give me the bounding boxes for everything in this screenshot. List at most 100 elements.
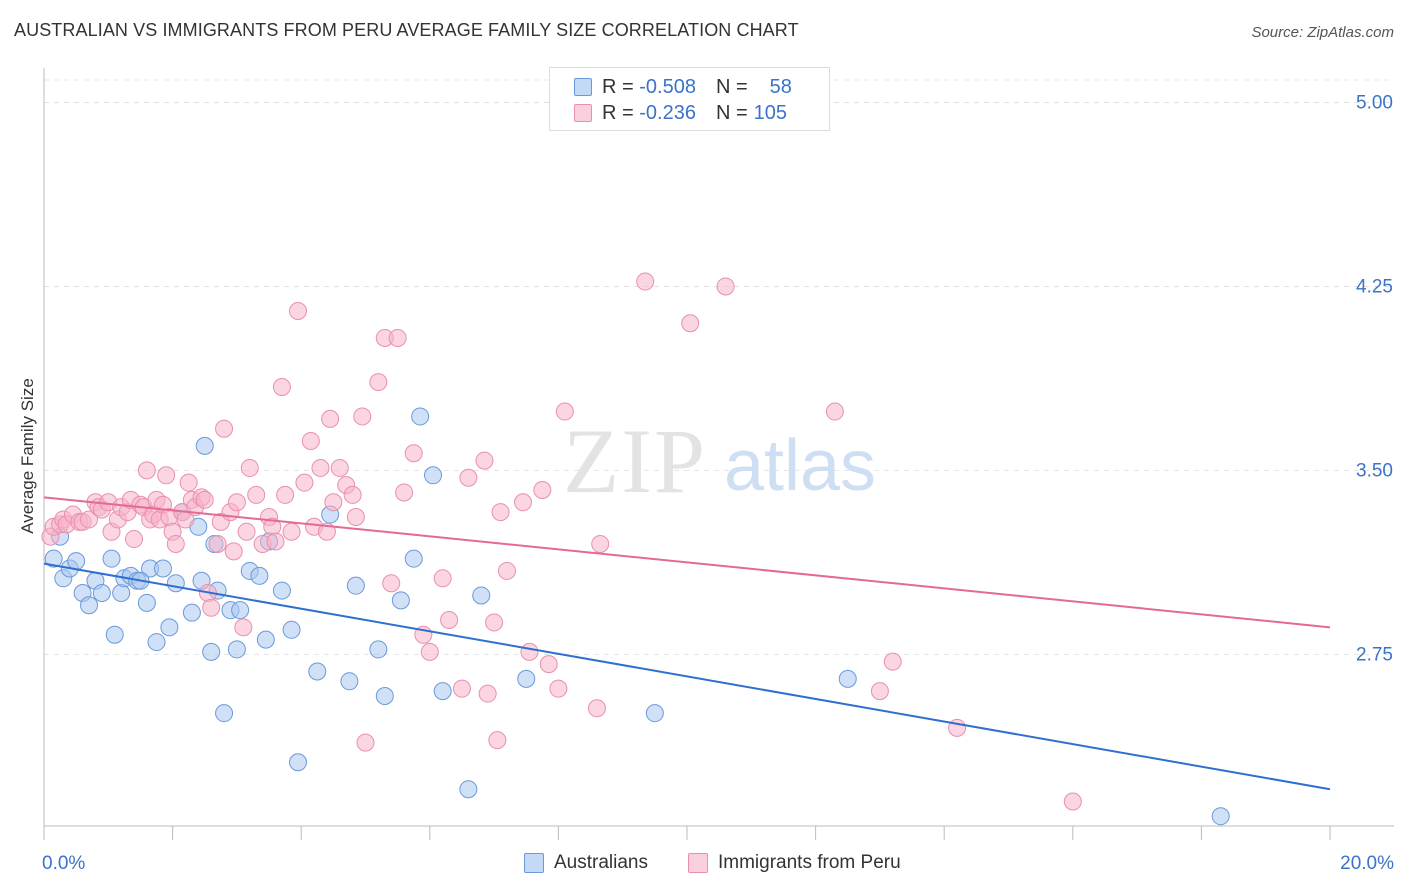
australians-point <box>346 576 365 595</box>
chart-title: AUSTRALIAN VS IMMIGRANTS FROM PERU AVERA… <box>14 20 799 40</box>
peru-point <box>343 485 362 504</box>
australians-point <box>215 704 234 723</box>
peru-point <box>433 569 452 588</box>
peru-point <box>179 473 198 492</box>
australians-point <box>369 640 388 659</box>
trend-lines <box>43 496 1331 791</box>
n-value: 105 <box>753 101 788 124</box>
australians-point <box>288 753 307 772</box>
n-label: N = <box>715 101 748 124</box>
australians-point <box>838 669 857 688</box>
peru-point <box>202 598 221 617</box>
peru-point <box>215 419 234 438</box>
peru-point <box>321 409 340 428</box>
australians-point <box>472 586 491 605</box>
n-label: N = <box>715 75 748 98</box>
peru-point <box>404 444 423 463</box>
australians-point <box>459 780 478 799</box>
r-label: R = <box>602 75 634 98</box>
australians-point <box>340 672 359 691</box>
peru-point <box>591 534 610 553</box>
australians-point <box>153 559 172 578</box>
legend-row-australians: R = -0.508 N = 58 <box>574 75 792 99</box>
australians-point <box>424 466 443 485</box>
y-tick-label: 5.00 <box>1356 93 1393 114</box>
peru-point <box>514 493 533 512</box>
peru-point <box>459 468 478 487</box>
peru-point <box>395 483 414 502</box>
legend-label: Australians <box>554 852 648 873</box>
y-tick-label: 4.25 <box>1356 276 1393 297</box>
peru-point <box>382 574 401 593</box>
peru-point <box>166 534 185 553</box>
australians-point <box>433 682 452 701</box>
australians-point <box>308 662 327 681</box>
peru-point <box>330 458 349 477</box>
australians-point <box>92 584 111 603</box>
australians-point <box>44 549 63 568</box>
australians-point <box>645 704 664 723</box>
australians-point <box>166 574 185 593</box>
peru-point <box>452 679 471 698</box>
peru-point <box>317 522 336 541</box>
y-tick-label: 2.75 <box>1356 644 1393 665</box>
australians-point <box>160 618 179 637</box>
peru-point <box>195 490 214 509</box>
peru-point <box>636 272 655 291</box>
y-tick-label: 3.50 <box>1356 460 1393 481</box>
watermark-zip: ZIP <box>563 410 707 512</box>
legend-swatch-blue <box>524 853 544 873</box>
points-layer <box>41 272 1230 826</box>
australians-point <box>80 596 99 615</box>
peru-point <box>883 652 902 671</box>
peru-point <box>491 503 510 522</box>
x-tick-label: 20.0% <box>1340 853 1394 874</box>
peru-point <box>295 473 314 492</box>
r-value: -0.236 <box>639 101 696 124</box>
r-value: -0.508 <box>639 75 696 98</box>
legend-swatch-pink <box>688 853 708 873</box>
legend-row-peru: R = -0.236 N = 105 <box>574 101 787 125</box>
australians-trend-line <box>43 562 1331 791</box>
peru-point <box>324 493 343 512</box>
peru-point <box>555 402 574 421</box>
peru-point <box>125 530 144 549</box>
peru-point <box>346 507 365 526</box>
peru-point <box>272 378 291 397</box>
peru-point <box>266 532 285 551</box>
australians-point <box>375 687 394 706</box>
peru-point <box>488 731 507 750</box>
peru-point <box>587 699 606 718</box>
australians-point <box>182 603 201 622</box>
australians-point <box>1211 807 1230 826</box>
peru-point <box>137 461 156 480</box>
tick-labels: 2.75 3.50 4.25 5.00 0.0% 20.0% <box>42 93 1394 874</box>
australians-point <box>227 640 246 659</box>
peru-point <box>549 679 568 698</box>
australians-point <box>411 407 430 426</box>
peru-point <box>681 314 700 333</box>
n-value: 58 <box>769 75 792 98</box>
australians-point <box>147 633 166 652</box>
australians-point <box>67 552 86 571</box>
legend-label: Immigrants from Peru <box>718 852 901 873</box>
peru-point <box>80 510 99 529</box>
peru-point <box>288 301 307 320</box>
peru-point <box>520 642 539 661</box>
legend-swatch-blue <box>574 78 592 96</box>
watermark-atlas: atlas <box>724 426 876 506</box>
peru-point <box>240 458 259 477</box>
australians-point <box>231 601 250 620</box>
peru-point <box>533 481 552 500</box>
australians-point <box>102 549 121 568</box>
peru-point <box>247 485 266 504</box>
peru-point <box>539 655 558 674</box>
peru-point <box>224 542 243 561</box>
australians-point <box>105 625 124 644</box>
x-tick-label: 0.0% <box>42 853 85 874</box>
australians-point <box>404 549 423 568</box>
legend-item-australians: Australians <box>524 852 648 874</box>
australians-point <box>391 591 410 610</box>
australians-point <box>137 593 156 612</box>
